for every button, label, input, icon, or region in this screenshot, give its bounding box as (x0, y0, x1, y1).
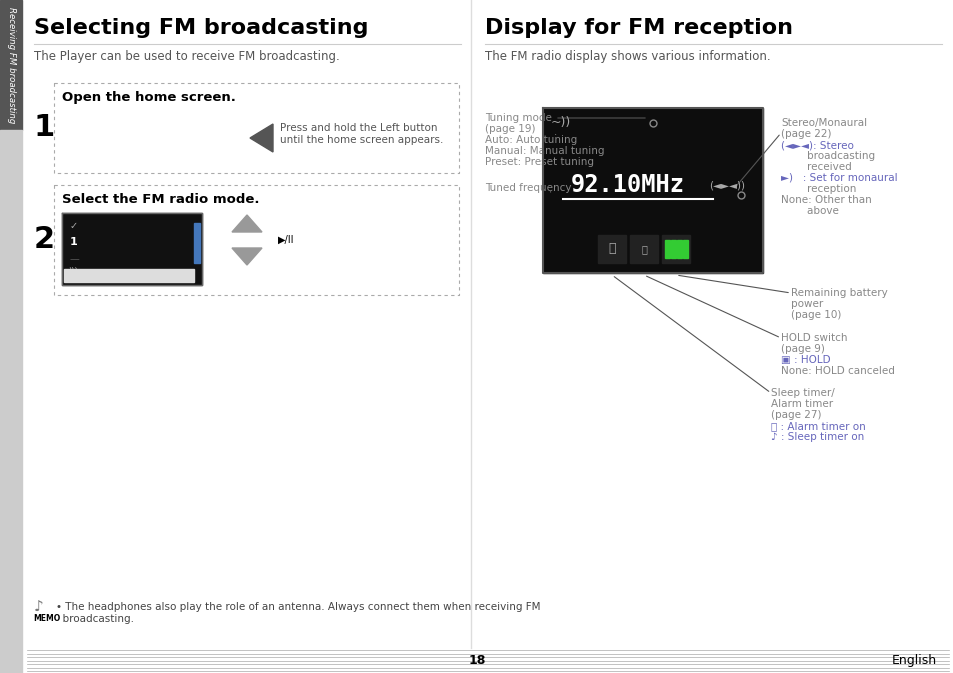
Text: (page 10): (page 10) (790, 310, 841, 320)
Text: ·: · (551, 130, 557, 140)
Bar (0, 0, 22, 130)
Text: broadcasting: broadcasting (781, 151, 874, 161)
Bar (62, 213, 202, 285)
Text: 🔒: 🔒 (640, 244, 646, 254)
Text: ►)   : Set for monaural: ►) : Set for monaural (781, 173, 897, 183)
Text: 92.10MHz: 92.10MHz (571, 173, 684, 197)
Text: Tuning mode: Tuning mode (484, 113, 551, 123)
Text: Alarm timer: Alarm timer (770, 399, 832, 409)
Polygon shape (250, 124, 273, 152)
Text: Receiving FM broadcasting: Receiving FM broadcasting (7, 7, 15, 123)
Text: —: — (70, 254, 80, 264)
Text: ♪ : Sleep timer on: ♪ : Sleep timer on (770, 432, 863, 442)
Text: English: English (890, 654, 936, 667)
Text: Remaining battery: Remaining battery (790, 288, 887, 298)
Text: reception: reception (781, 184, 856, 194)
Text: The Player can be used to receive FM broadcasting.: The Player can be used to receive FM bro… (34, 50, 339, 63)
Bar (670, 240, 676, 258)
Bar (193, 223, 200, 263)
Text: 2: 2 (33, 225, 54, 254)
Text: Auto: Auto tuning: Auto: Auto tuning (484, 135, 577, 145)
Bar (0, 130, 22, 673)
Text: MEMO: MEMO (33, 614, 60, 623)
Text: ⏰: ⏰ (608, 242, 615, 256)
Text: The FM radio display shows various information.: The FM radio display shows various infor… (484, 50, 770, 63)
Text: (◄►◄): Stereo: (◄►◄): Stereo (781, 140, 853, 150)
Text: Manual: Manual tuning: Manual: Manual tuning (484, 146, 604, 156)
Text: Preset: Preset tuning: Preset: Preset tuning (484, 157, 594, 167)
Text: ▣ : HOLD: ▣ : HOLD (781, 355, 830, 365)
Text: 18: 18 (468, 654, 485, 667)
Text: Stereo/Monaural: Stereo/Monaural (781, 118, 866, 128)
Text: )))·: )))· (68, 267, 80, 276)
Text: (◄►◄)): (◄►◄)) (708, 180, 744, 190)
Text: ✓: ✓ (70, 221, 78, 231)
Text: None: Other than: None: Other than (781, 195, 871, 205)
Text: Display for FM reception: Display for FM reception (484, 18, 792, 38)
Text: ⏰ : Alarm timer on: ⏰ : Alarm timer on (770, 421, 864, 431)
Text: Selecting FM broadcasting: Selecting FM broadcasting (34, 18, 368, 38)
Polygon shape (232, 215, 262, 232)
Bar (64, 269, 193, 282)
Text: (page 9): (page 9) (781, 344, 824, 354)
Bar (267, 228, 305, 252)
Bar (682, 240, 687, 258)
Text: Select the FM radio mode.: Select the FM radio mode. (62, 193, 259, 206)
Text: 1: 1 (33, 114, 54, 143)
Bar (664, 240, 669, 258)
Text: broadcasting.: broadcasting. (56, 614, 133, 624)
Text: Tuned frequency: Tuned frequency (484, 183, 571, 193)
Bar (661, 235, 689, 263)
Polygon shape (232, 248, 262, 265)
Text: (page 22): (page 22) (781, 129, 831, 139)
Text: ~)): ~)) (551, 116, 571, 129)
Bar (629, 235, 658, 263)
Text: Sleep timer/: Sleep timer/ (770, 388, 834, 398)
Text: received: received (781, 162, 851, 172)
Text: None: HOLD canceled: None: HOLD canceled (781, 366, 894, 376)
Text: (page 19): (page 19) (484, 124, 535, 134)
Bar (598, 235, 625, 263)
Text: ▶/II: ▶/II (277, 235, 294, 245)
Text: power: power (790, 299, 822, 309)
Text: Open the home screen.: Open the home screen. (62, 91, 235, 104)
Text: ♪: ♪ (34, 600, 44, 615)
Text: above: above (781, 206, 838, 216)
Text: • The headphones also play the role of an antenna. Always connect them when rece: • The headphones also play the role of a… (56, 602, 540, 612)
Text: 1: 1 (70, 237, 77, 247)
Bar (542, 108, 762, 273)
Bar (677, 240, 681, 258)
Text: until the home screen appears.: until the home screen appears. (280, 135, 443, 145)
Text: HOLD switch: HOLD switch (781, 333, 846, 343)
Text: Press and hold the Left button: Press and hold the Left button (280, 123, 437, 133)
Text: (page 27): (page 27) (770, 410, 821, 420)
